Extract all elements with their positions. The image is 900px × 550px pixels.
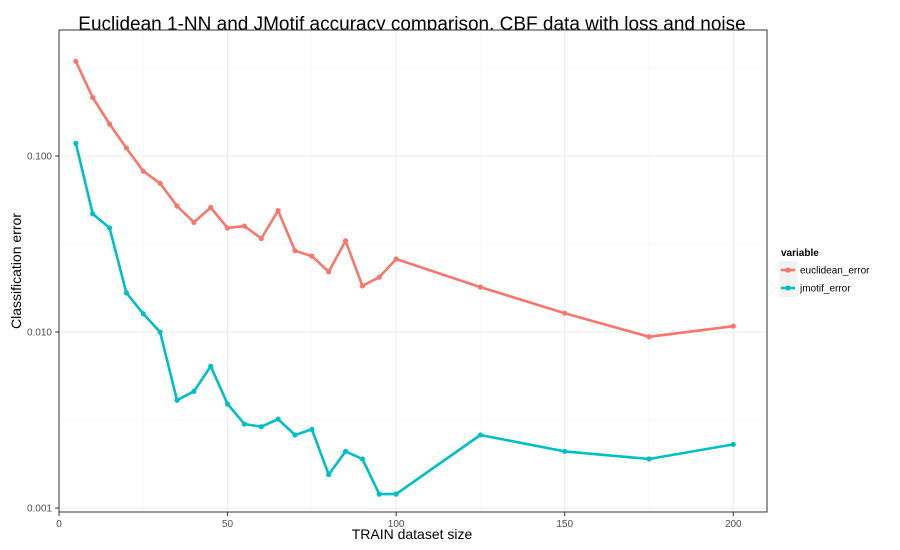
plot-border bbox=[58, 29, 768, 513]
legend-title: variable bbox=[781, 248, 819, 259]
x-tick-label: 100 bbox=[388, 519, 405, 530]
data-point-euclidean_error bbox=[342, 238, 349, 244]
data-point-jmotif_error bbox=[292, 432, 298, 438]
data-point-jmotif_error bbox=[241, 421, 248, 427]
data-point-euclidean_error bbox=[157, 180, 163, 186]
data-point-jmotif_error bbox=[342, 448, 349, 454]
data-point-euclidean_error bbox=[208, 204, 214, 211]
series-line-euclidean_error bbox=[74, 60, 735, 339]
data-point-jmotif_error bbox=[208, 363, 214, 369]
data-point-euclidean_error bbox=[106, 121, 113, 127]
data-point-jmotif_error bbox=[174, 397, 180, 403]
data-point-euclidean_error bbox=[258, 235, 264, 242]
data-point-jmotif_error bbox=[309, 426, 315, 432]
data-point-jmotif_error bbox=[477, 432, 484, 438]
data-point-euclidean_error bbox=[393, 256, 399, 262]
data-point-euclidean_error bbox=[241, 223, 248, 229]
data-point-jmotif_error bbox=[73, 140, 79, 146]
data-point-euclidean_error bbox=[376, 274, 382, 280]
legend: variable euclidean_error jmotif_error bbox=[779, 248, 870, 297]
data-point-euclidean_error bbox=[90, 94, 96, 101]
data-point-jmotif_error bbox=[157, 329, 163, 335]
data-point-jmotif_error bbox=[359, 456, 366, 462]
x-tick-label: 50 bbox=[222, 519, 234, 530]
data-point-euclidean_error bbox=[562, 310, 568, 316]
data-point-euclidean_error bbox=[191, 219, 197, 225]
data-point-jmotif_error bbox=[646, 456, 652, 462]
data-point-jmotif_error bbox=[191, 388, 197, 395]
x-tick-label: 200 bbox=[725, 519, 742, 530]
data-point-jmotif_error bbox=[393, 491, 399, 497]
data-point-euclidean_error bbox=[359, 283, 366, 289]
legend-key-point bbox=[785, 267, 791, 273]
data-point-jmotif_error bbox=[258, 424, 264, 430]
data-point-jmotif_error bbox=[123, 290, 130, 296]
data-point-euclidean_error bbox=[326, 269, 332, 275]
data-point-jmotif_error bbox=[224, 401, 231, 407]
x-tick-label: 150 bbox=[556, 519, 573, 530]
data-point-jmotif_error bbox=[326, 471, 332, 478]
data-point-jmotif_error bbox=[106, 225, 113, 231]
data-point-euclidean_error bbox=[174, 203, 180, 209]
y-axis: 0.001 0.010 0.100 bbox=[27, 152, 59, 515]
data-point-jmotif_error bbox=[90, 211, 96, 217]
gridlines bbox=[58, 30, 767, 512]
y-tick-label: 0.001 bbox=[27, 504, 52, 515]
data-point-euclidean_error bbox=[309, 253, 315, 259]
data-point-euclidean_error bbox=[730, 323, 736, 329]
data-point-jmotif_error bbox=[730, 441, 736, 448]
y-axis-title: Classification error bbox=[8, 213, 24, 329]
x-axis-title: TRAIN dataset size bbox=[352, 526, 473, 542]
y-tick-label: 0.100 bbox=[27, 152, 52, 163]
data-point-euclidean_error bbox=[275, 207, 281, 214]
data-point-euclidean_error bbox=[292, 248, 298, 254]
x-tick-label: 0 bbox=[56, 519, 62, 530]
x-axis: 0 50 100 150 200 bbox=[56, 512, 742, 530]
y-tick-label: 0.010 bbox=[27, 328, 52, 339]
legend-label: jmotif_error bbox=[799, 284, 851, 295]
data-point-jmotif_error bbox=[562, 448, 568, 454]
data-point-euclidean_error bbox=[123, 145, 130, 151]
data-point-euclidean_error bbox=[224, 225, 231, 231]
data-point-euclidean_error bbox=[477, 284, 484, 290]
data-point-euclidean_error bbox=[140, 168, 146, 174]
legend-label: euclidean_error bbox=[800, 266, 870, 277]
series-layer bbox=[73, 58, 736, 497]
data-point-euclidean_error bbox=[646, 334, 652, 340]
plot-panel bbox=[59, 30, 767, 512]
data-point-jmotif_error bbox=[376, 491, 382, 497]
data-point-jmotif_error bbox=[275, 416, 281, 422]
series-line-jmotif_error bbox=[74, 142, 735, 496]
data-point-jmotif_error bbox=[140, 311, 146, 317]
legend-key-point bbox=[785, 285, 791, 291]
data-point-euclidean_error bbox=[73, 58, 79, 64]
